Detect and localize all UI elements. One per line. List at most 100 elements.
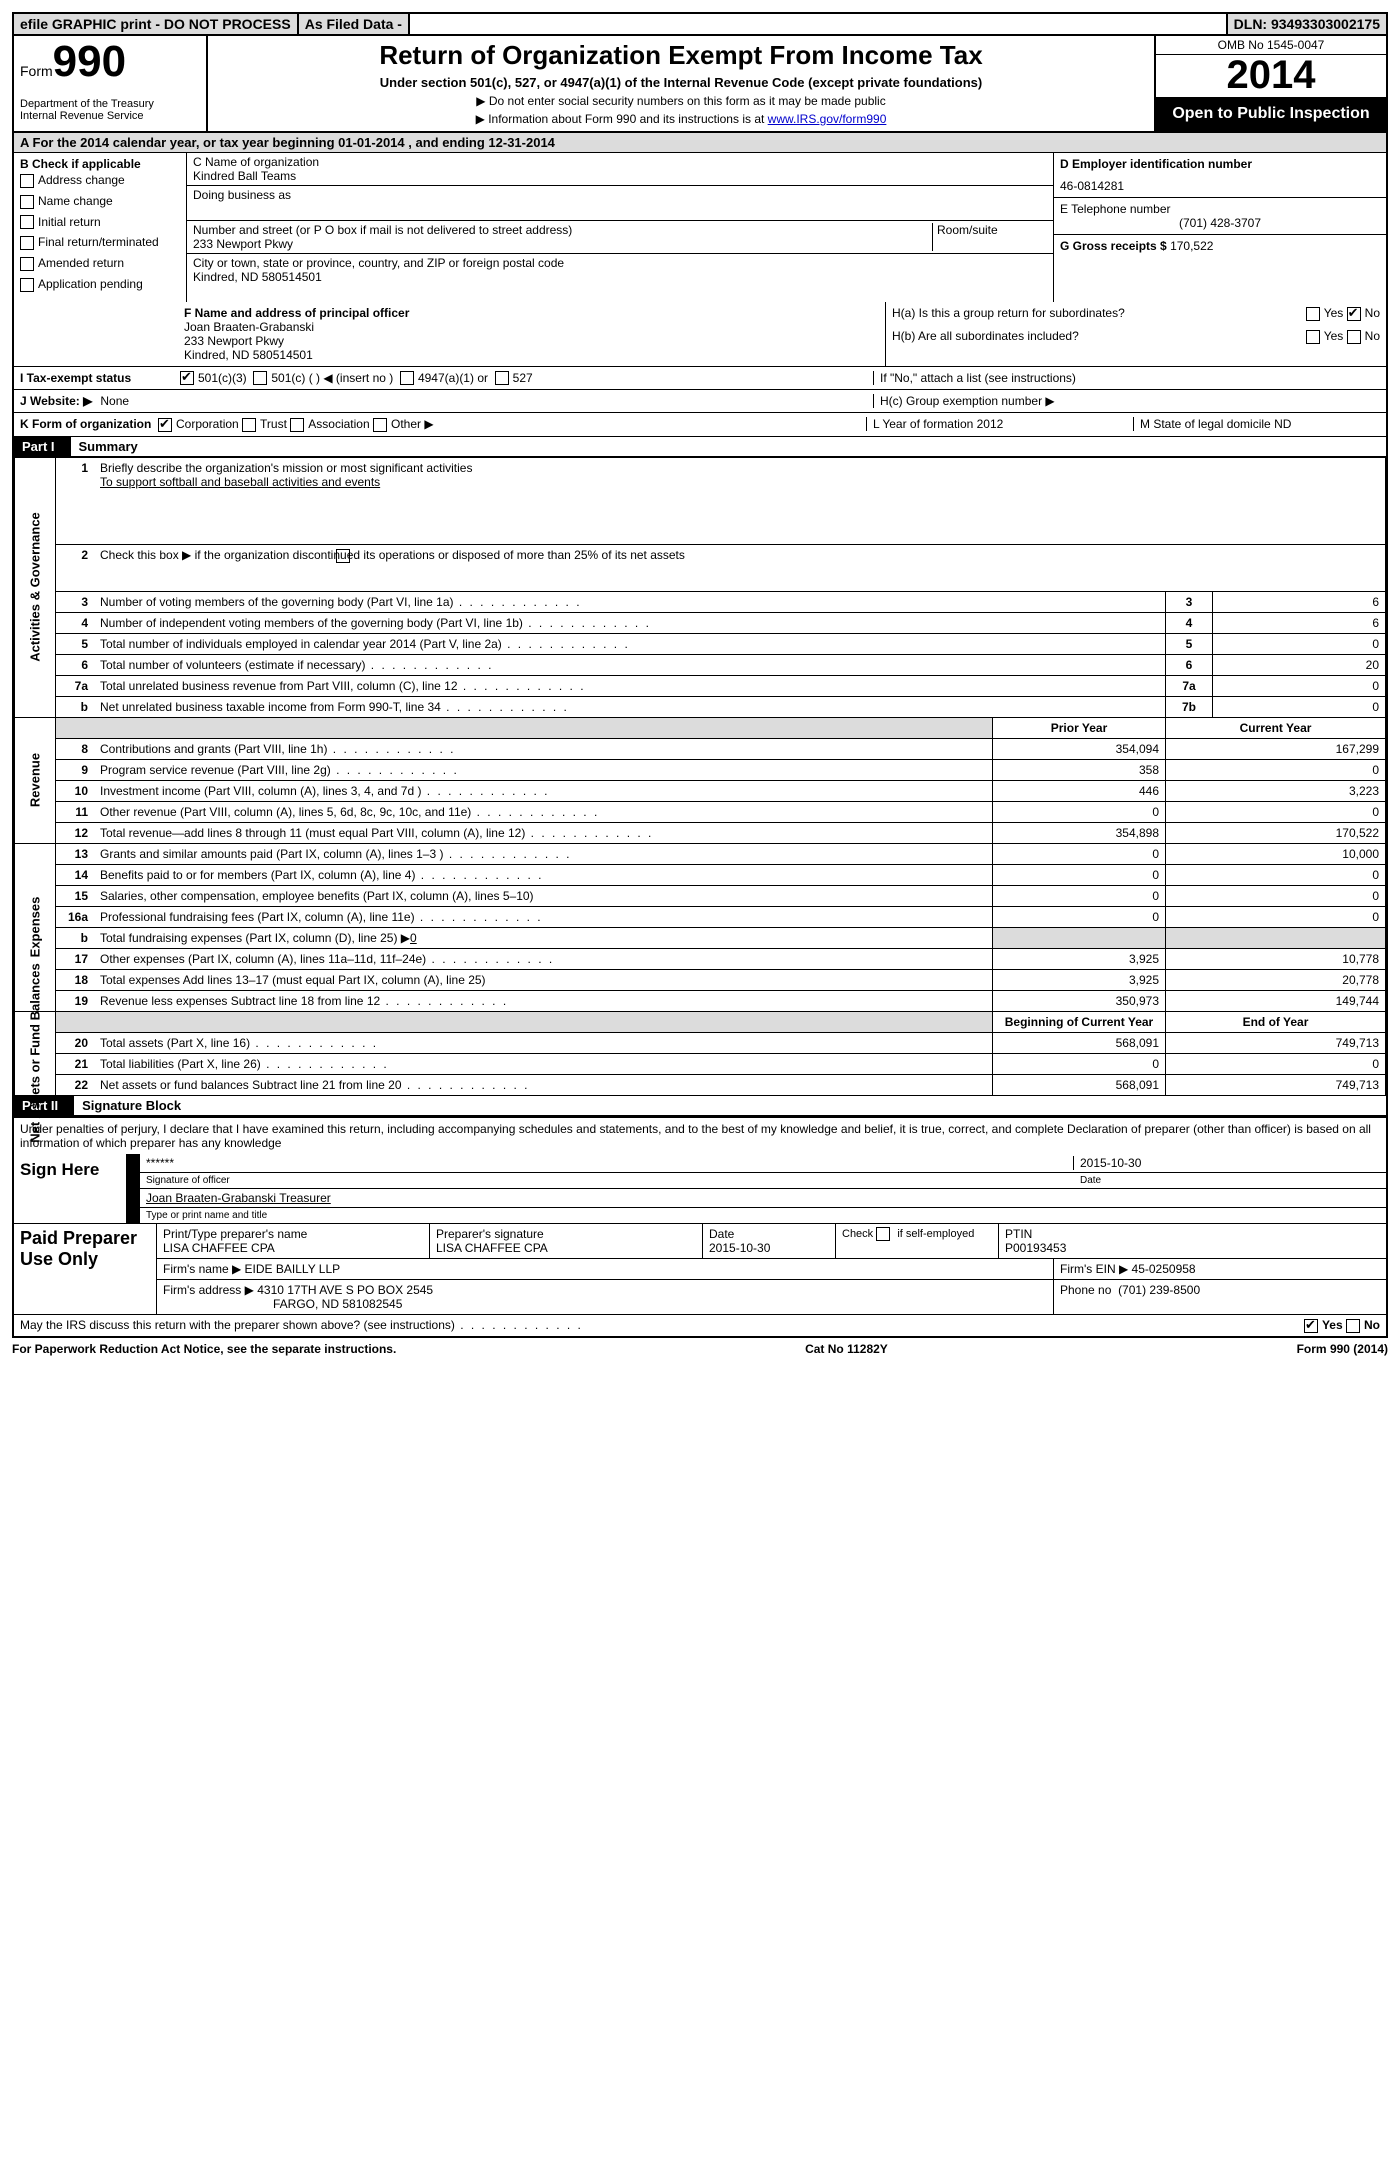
k-label: K Form of organization: [20, 417, 151, 431]
chk-527[interactable]: [495, 371, 509, 385]
col-c: C Name of organization Kindred Ball Team…: [187, 153, 1053, 302]
section-fh: F Name and address of principal officer …: [14, 302, 1386, 367]
chk-final-return[interactable]: [20, 236, 34, 250]
header-right: OMB No 1545-0047 2014 Open to Public Ins…: [1154, 36, 1386, 131]
row-a: A For the 2014 calendar year, or tax yea…: [14, 133, 1386, 153]
addr-label: Number and street (or P O box if mail is…: [193, 223, 932, 237]
chk-ha-no[interactable]: [1347, 307, 1361, 321]
officer-addr2: Kindred, ND 580514501: [184, 348, 879, 362]
irs-link[interactable]: www.IRS.gov/form990: [768, 112, 887, 126]
form-label: Form: [20, 63, 53, 79]
part-ii-badge: Part II: [14, 1096, 74, 1115]
form-note-2: ▶ Information about Form 990 and its ins…: [218, 112, 1144, 126]
firm-addr-2: FARGO, ND 581082545: [273, 1297, 402, 1311]
i-label: I Tax-exempt status: [20, 371, 180, 385]
topbar-spacer: [410, 14, 1228, 34]
dba-label: Doing business as: [193, 188, 1047, 202]
city-value: Kindred, ND 580514501: [193, 270, 1047, 284]
sig-date-label: Date: [1074, 1175, 1380, 1186]
as-filed-label: As Filed Data -: [299, 14, 410, 34]
tax-year: 2014: [1156, 55, 1386, 95]
chk-501c3[interactable]: [180, 371, 194, 385]
header-mid: Return of Organization Exempt From Incom…: [208, 36, 1154, 131]
preparer-date: 2015-10-30: [709, 1241, 829, 1255]
chk-amended[interactable]: [20, 257, 34, 271]
col-b-heading: B Check if applicable: [20, 157, 180, 171]
dln: DLN: 93493303002175: [1228, 14, 1386, 34]
footer-right: Form 990 (2014): [1297, 1342, 1388, 1356]
chk-initial-return[interactable]: [20, 215, 34, 229]
tax-exempt-row: I Tax-exempt status 501(c)(3) 501(c) ( )…: [14, 367, 1386, 390]
chk-address-change[interactable]: [20, 174, 34, 188]
form-990-page: efile GRAPHIC print - DO NOT PROCESS As …: [12, 12, 1388, 1338]
discuss-row: May the IRS discuss this return with the…: [14, 1315, 1386, 1336]
vlabel-revenue: Revenue: [15, 717, 56, 843]
website-row: J Website: ▶ None H(c) Group exemption n…: [14, 390, 1386, 413]
row-a-text: A For the 2014 calendar year, or tax yea…: [14, 133, 561, 152]
city-label: City or town, state or province, country…: [193, 256, 1047, 270]
chk-4947[interactable]: [400, 371, 414, 385]
e-label: E Telephone number: [1060, 202, 1380, 216]
firm-name: EIDE BAILLY LLP: [245, 1262, 341, 1276]
sig-date: 2015-10-30: [1073, 1156, 1380, 1170]
signature-section: Under penalties of perjury, I declare th…: [14, 1116, 1386, 1336]
form-title: Return of Organization Exempt From Incom…: [218, 40, 1144, 71]
part-ii-header: Part II Signature Block: [14, 1096, 1386, 1116]
section-bcd: B Check if applicable Address change Nam…: [14, 153, 1386, 302]
q1-label: Briefly describe the organization's miss…: [100, 461, 472, 475]
discuss-label: May the IRS discuss this return with the…: [20, 1318, 583, 1333]
footer-mid: Cat No 11282Y: [396, 1342, 1296, 1356]
chk-501c[interactable]: [253, 371, 267, 385]
summary-table: Activities & Governance 1 Briefly descri…: [14, 457, 1386, 1096]
h-b-note: If "No," attach a list (see instructions…: [873, 371, 1380, 385]
m-state: M State of legal domicile ND: [1133, 417, 1380, 431]
ptin: P00193453: [1005, 1241, 1380, 1255]
c-label: C Name of organization: [193, 155, 1047, 169]
phone-value: (701) 428-3707: [1060, 216, 1380, 230]
preparer-signature: LISA CHAFFEE CPA: [436, 1241, 696, 1255]
officer-addr1: 233 Newport Pkwy: [184, 334, 879, 348]
efile-banner: efile GRAPHIC print - DO NOT PROCESS: [14, 14, 299, 34]
firm-phone: (701) 239-8500: [1118, 1283, 1200, 1297]
vlabel-activities: Activities & Governance: [15, 457, 56, 717]
f-label: F Name and address of principal officer: [184, 306, 879, 320]
l-year: L Year of formation 2012: [866, 417, 1133, 431]
room-label: Room/suite: [932, 223, 1047, 251]
firm-addr-1: 4310 17TH AVE S PO BOX 2545: [257, 1283, 433, 1297]
dept-line-2: Internal Revenue Service: [20, 110, 200, 122]
open-inspection: Open to Public Inspection: [1156, 97, 1386, 131]
chk-q2[interactable]: [336, 549, 350, 563]
chk-name-change[interactable]: [20, 195, 34, 209]
form-number: 990: [53, 37, 126, 86]
header-left: Form990 Department of the Treasury Inter…: [14, 36, 208, 131]
chk-hb-no[interactable]: [1347, 330, 1361, 344]
h-c-label: H(c) Group exemption number ▶: [873, 394, 1380, 408]
ein-value: 46-0814281: [1060, 179, 1380, 193]
col-d: D Employer identification number 46-0814…: [1053, 153, 1386, 302]
part-i-title: Summary: [71, 439, 138, 454]
chk-trust[interactable]: [242, 418, 256, 432]
sig-officer-label: Signature of officer: [146, 1175, 1074, 1186]
part-ii-title: Signature Block: [74, 1098, 181, 1113]
dept-line-1: Department of the Treasury: [20, 98, 200, 110]
type-name-label: Type or print name and title: [146, 1210, 267, 1221]
page-footer: For Paperwork Reduction Act Notice, see …: [12, 1338, 1388, 1360]
q1-value: To support softball and baseball activit…: [100, 475, 380, 489]
chk-self-employed[interactable]: [876, 1227, 890, 1241]
footer-left: For Paperwork Reduction Act Notice, see …: [12, 1342, 396, 1356]
g-label: G Gross receipts $: [1060, 239, 1167, 253]
chk-hb-yes[interactable]: [1306, 330, 1320, 344]
vlabel-netassets: Net Assets or Fund Balances: [15, 1011, 56, 1095]
addr-value: 233 Newport Pkwy: [193, 237, 932, 251]
chk-discuss-yes[interactable]: [1304, 1319, 1318, 1333]
chk-ha-yes[interactable]: [1306, 307, 1320, 321]
sig-stars: ******: [146, 1156, 1073, 1170]
chk-discuss-no[interactable]: [1346, 1319, 1360, 1333]
declaration-text: Under penalties of perjury, I declare th…: [14, 1118, 1386, 1154]
preparer-name: LISA CHAFFEE CPA: [163, 1241, 423, 1255]
chk-corp[interactable]: [158, 418, 172, 432]
chk-assoc[interactable]: [290, 418, 304, 432]
header: Form990 Department of the Treasury Inter…: [14, 36, 1386, 133]
chk-application-pending[interactable]: [20, 278, 34, 292]
chk-other[interactable]: [373, 418, 387, 432]
